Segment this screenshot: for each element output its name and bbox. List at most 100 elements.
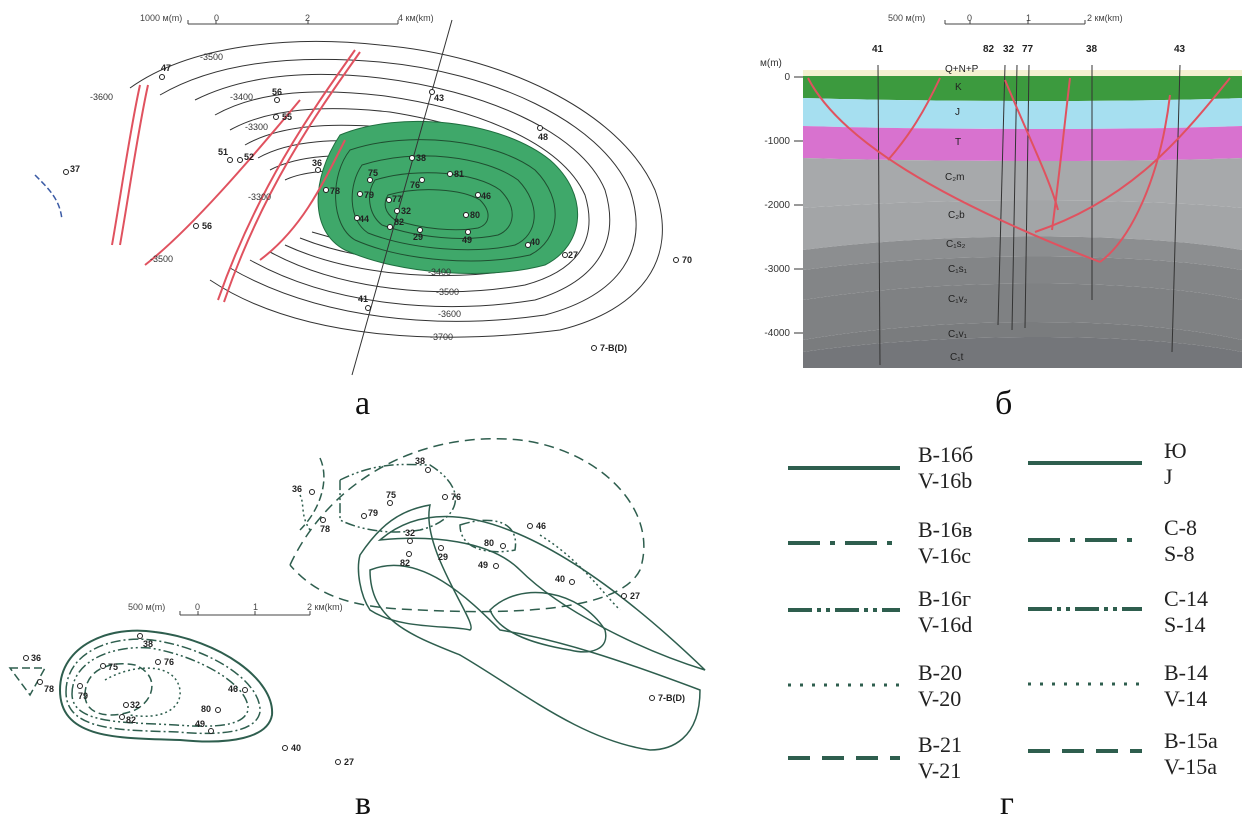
well-label: 82 <box>126 715 136 725</box>
panel-v-outline-map: 500 м(m) 0 1 2 км(km) 38 36 76 75 79 78 … <box>0 420 720 790</box>
wells-a: 47 56 55 51 52 36 78 79 75 38 76 81 43 4… <box>63 63 692 353</box>
well-marker: 40 <box>555 574 575 585</box>
well-label: 70 <box>682 255 692 265</box>
y-tick: -2000 <box>764 200 790 211</box>
well-label: 81 <box>454 169 464 179</box>
legend-label-ru: В-20 <box>918 660 962 685</box>
well-marker: 82 <box>400 551 412 568</box>
well-label: 40 <box>555 574 565 584</box>
well-marker: 38 <box>415 456 431 473</box>
well-label: 46 <box>481 191 491 201</box>
well-label: 32 <box>405 528 415 538</box>
well-marker: 40 <box>525 237 540 248</box>
well-marker: 46 <box>475 191 491 201</box>
well-marker: 29 <box>413 227 423 242</box>
scale-tick-v-0: 0 <box>195 602 200 612</box>
scale-bar-b: 500 м(m) 0 1 2 км(km) <box>888 13 1123 25</box>
well-label: 56 <box>272 87 282 97</box>
scale-tick-a-2: 4 км(km) <box>398 13 434 23</box>
well-marker: 38 <box>137 633 153 649</box>
well-label: 7-В(D) <box>600 343 627 353</box>
well-label: 76 <box>164 657 174 667</box>
well-marker: 51 <box>218 147 233 163</box>
layer-T <box>803 126 1242 161</box>
panel-letter-g: г <box>1000 785 1014 822</box>
well-marker: 49 <box>195 719 214 734</box>
legend-label-en: S-14 <box>1164 612 1206 637</box>
legend-label-ru: В-21 <box>918 732 962 757</box>
well-label: 38 <box>143 639 153 649</box>
contour-label: -3300 <box>248 192 271 202</box>
well-marker: 32 <box>405 528 415 544</box>
well-label: 55 <box>282 112 292 122</box>
scale-tick-b-0: 0 <box>967 13 972 23</box>
well-marker: 81 <box>447 169 464 179</box>
well-label: 32 <box>1003 44 1015 55</box>
well-label: 79 <box>364 190 374 200</box>
well-marker: 79 <box>361 508 378 519</box>
well-label: 77 <box>392 194 402 204</box>
well-label: 27 <box>630 591 640 601</box>
well-marker: 44 <box>354 214 369 224</box>
layer-C1s2 <box>803 236 1242 270</box>
well-label: 36 <box>292 484 302 494</box>
well-label: 80 <box>201 704 211 714</box>
well-label: 43 <box>434 93 444 103</box>
layer-label: C₁s₂ <box>946 239 966 250</box>
legend-label-en: V-20 <box>918 686 961 711</box>
legend-label-en: V-15a <box>1164 754 1217 779</box>
well-marker: 36 <box>292 484 315 495</box>
well-label: 36 <box>312 158 322 168</box>
layer-label: C₂m <box>945 172 964 183</box>
panel-g-legend: В-16б V-16b Ю J В-16в V-16c С-8 S-8 В-16… <box>760 430 1242 790</box>
oil-zone <box>317 120 579 274</box>
layer-label: J <box>955 107 960 118</box>
well-marker: 36 <box>312 158 322 173</box>
well-label: 38 <box>416 153 426 163</box>
well-label: 79 <box>368 508 378 518</box>
well-label: 56 <box>202 221 212 231</box>
well-label: 44 <box>359 214 369 224</box>
well-marker: 7-В(D) <box>591 343 627 353</box>
well-marker: 47 <box>159 63 171 80</box>
legend-label-en: V-16c <box>918 543 971 568</box>
contour-label: -3500 <box>150 254 173 264</box>
well-marker: 36 <box>23 653 41 663</box>
well-marker: 37 <box>63 164 80 175</box>
well-label: 7-В(D) <box>658 693 685 703</box>
well-marker: 48 <box>537 125 548 142</box>
layer-C1v2 <box>803 283 1242 340</box>
contour-label: -3300 <box>245 122 268 132</box>
well-marker: 46 <box>228 684 248 694</box>
well-marker: 56 <box>193 221 212 231</box>
y-axis: м(m) 0 -1000 -2000 -3000 -4000 <box>760 58 803 339</box>
layer-label: K <box>955 82 962 93</box>
well-label: 78 <box>44 684 54 694</box>
layer-C2m <box>803 158 1242 208</box>
well-label: 37 <box>70 164 80 174</box>
well-marker: 56 <box>272 87 282 103</box>
faults <box>111 49 361 303</box>
layer-C1v1 <box>803 322 1242 352</box>
well-label: 41 <box>358 294 368 304</box>
faults-b <box>807 77 1231 263</box>
well-marker: 43 <box>429 89 444 103</box>
contour-label: -3400 <box>230 92 253 102</box>
legend-label-en: S-8 <box>1164 541 1195 566</box>
well-label: 40 <box>291 743 301 753</box>
layer-label: T <box>955 137 961 148</box>
well-marker: 32 <box>123 700 140 710</box>
small-map <box>8 629 274 743</box>
well-label: 76 <box>410 180 420 190</box>
well-label: 48 <box>538 132 548 142</box>
outline-map-svg: 500 м(m) 0 1 2 км(km) 38 36 76 75 79 78 … <box>8 438 706 767</box>
legend-label-en: V-21 <box>918 758 961 783</box>
scale-tick-v-2: 2 км(km) <box>307 602 343 612</box>
well-marker: 80 <box>484 538 506 549</box>
well-marker: 75 <box>100 662 118 672</box>
well-label: 46 <box>536 521 546 531</box>
legend-label-ru: В-15а <box>1164 728 1218 753</box>
well-marker: 82 <box>119 714 136 725</box>
well-label: 80 <box>484 538 494 548</box>
well-label: 47 <box>161 63 171 73</box>
